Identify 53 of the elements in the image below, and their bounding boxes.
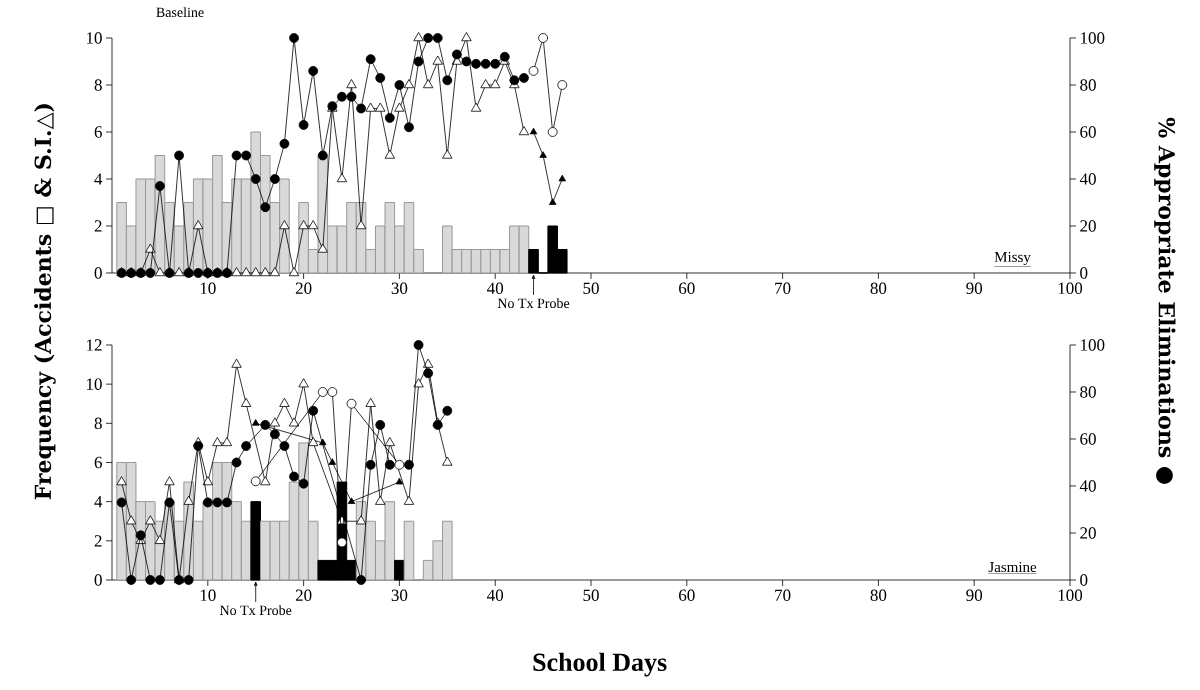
- y2-tick-label: 0: [1080, 267, 1088, 279]
- x-tick-label: 40: [487, 282, 504, 294]
- y-tick-label: 4: [94, 173, 103, 185]
- y-tick-label: 12: [86, 339, 102, 351]
- x-tick-label: 50: [583, 282, 599, 294]
- y2-tick-label: 100: [1081, 32, 1105, 44]
- x-tick-label: 90: [966, 589, 983, 601]
- x-tick-label: 100: [1058, 282, 1083, 294]
- x-tick-label: 100: [1058, 589, 1083, 601]
- x-tick-label: 60: [679, 282, 695, 294]
- y2-tick-label: 20: [1080, 220, 1096, 232]
- y2-tick-label: 100: [1081, 339, 1105, 351]
- y2-tick-label: 80: [1080, 79, 1096, 91]
- annotation: No Tx Probe: [219, 605, 292, 616]
- y-tick-label: 6: [94, 456, 102, 469]
- x-axis-title: School Days: [533, 652, 667, 677]
- y-tick-label: 6: [94, 126, 102, 138]
- y-tick-label: 0: [94, 574, 102, 586]
- y2-tick-label: 20: [1080, 527, 1096, 539]
- annotation: No Tx Probe: [497, 298, 570, 309]
- y2-tick-label: 60: [1080, 433, 1096, 445]
- y-tick-label: 2: [94, 535, 102, 547]
- y-tick-label: 8: [94, 417, 102, 430]
- x-tick-label: 50: [583, 589, 599, 601]
- x-tick-label: 40: [487, 589, 504, 601]
- x-tick-label: 70: [775, 589, 791, 601]
- x-tick-label: 70: [775, 282, 791, 294]
- y-tick-label: 2: [94, 220, 102, 232]
- annotation: Missy: [994, 251, 1031, 266]
- y-axis-title: Frequency (Accidents □ & S.I.△): [34, 104, 56, 500]
- x-tick-label: 20: [295, 589, 312, 601]
- x-tick-label: 10: [200, 282, 216, 294]
- x-tick-label: 80: [870, 282, 887, 294]
- text: Baseline: [156, 7, 204, 18]
- x-tick-label: 80: [870, 589, 887, 601]
- x-tick-label: 10: [200, 589, 216, 601]
- x-tick-label: 30: [391, 282, 408, 294]
- x-tick-label: 90: [966, 282, 983, 294]
- y-tick-label: 10: [86, 32, 102, 44]
- y-tick-label: 10: [86, 378, 102, 390]
- y2-tick-label: 40: [1079, 173, 1096, 185]
- x-tick-label: 60: [679, 589, 695, 601]
- y2-tick-label: 0: [1080, 574, 1088, 586]
- y2-axis-title: % Appropriate Eliminations ●: [1154, 117, 1176, 484]
- y2-tick-label: 60: [1080, 126, 1096, 138]
- x-tick-label: 20: [295, 282, 312, 294]
- x-tick-label: 30: [391, 589, 408, 601]
- y-tick-label: 0: [94, 267, 102, 279]
- annotation: Jasmine: [988, 562, 1037, 573]
- y2-tick-label: 80: [1080, 386, 1096, 398]
- y-tick-label: 8: [94, 79, 102, 91]
- y2-tick-label: 40: [1079, 480, 1096, 492]
- y-tick-label: 4: [94, 496, 103, 508]
